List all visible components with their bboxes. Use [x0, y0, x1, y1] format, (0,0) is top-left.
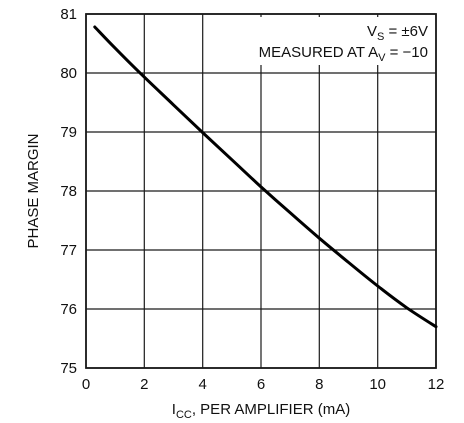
x-tick-label-5: 10 — [369, 376, 386, 393]
plot-frame — [85, 13, 437, 369]
x-tick-labels: 0 2 4 6 8 10 12 — [82, 376, 445, 393]
x-tick-label-4: 8 — [315, 376, 323, 393]
annotation-background — [238, 17, 433, 65]
x-tick-label-2: 4 — [199, 376, 207, 393]
y-axis-title: PHASE MARGIN — [25, 133, 42, 248]
y-tick-label-4: 79 — [60, 124, 77, 141]
x-tick-label-6: 12 — [428, 376, 445, 393]
y-tick-label-0: 75 — [60, 360, 77, 377]
y-tick-label-6: 81 — [60, 6, 77, 23]
y-tick-labels: 75 76 77 78 79 80 81 — [60, 6, 77, 377]
annotation-gain: MEASURED AT AV = −10 — [259, 44, 428, 64]
y-tick-label-2: 77 — [60, 242, 77, 259]
phase-margin-curve — [93, 25, 438, 329]
y-tick-label-1: 76 — [60, 301, 77, 318]
x-tick-label-0: 0 — [82, 376, 90, 393]
y-tick-label-3: 78 — [60, 183, 77, 200]
y-tick-label-5: 80 — [60, 65, 77, 82]
x-tick-label-3: 6 — [257, 376, 265, 393]
grid-lines — [85, 13, 437, 369]
annotation-supply-voltage: VS = ±6V — [367, 23, 428, 43]
x-axis-title: ICC, PER AMPLIFIER (mA) — [172, 401, 350, 421]
x-tick-label-1: 2 — [140, 376, 148, 393]
